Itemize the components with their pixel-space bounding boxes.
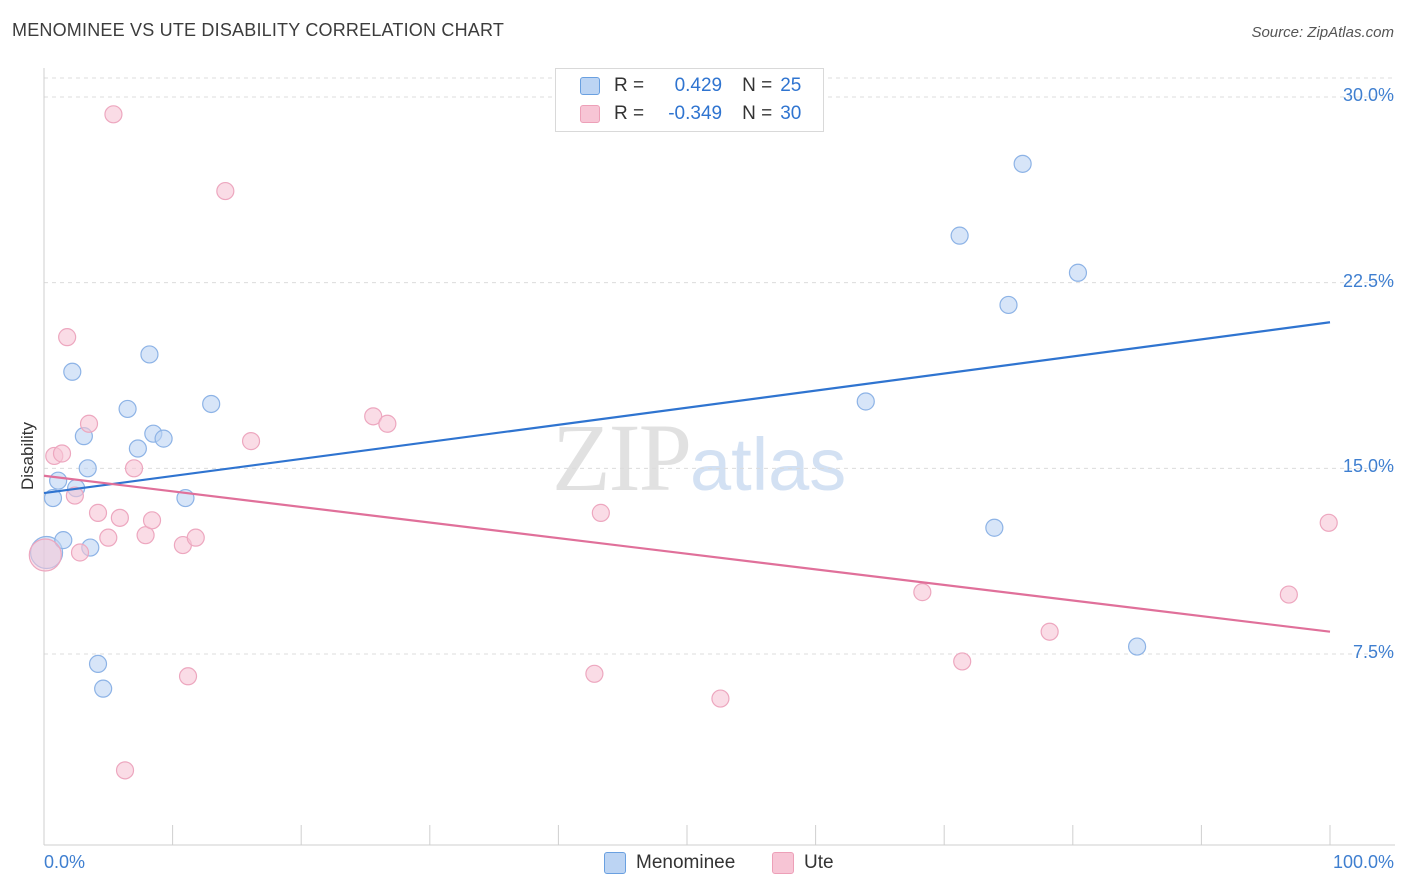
legend-n-value: 25 xyxy=(780,75,802,96)
ute-trend-line xyxy=(43,474,1331,633)
x-tick-label-max: 100.0% xyxy=(1332,852,1394,872)
ute-point xyxy=(953,652,972,671)
menominee-point xyxy=(1013,154,1032,173)
ute-point xyxy=(585,664,604,683)
menominee-point xyxy=(950,226,969,245)
bottom-legend-menominee: Menominee xyxy=(604,852,735,874)
legend-r-label: R = xyxy=(614,75,645,96)
menominee-point xyxy=(999,295,1018,315)
legend-row-menominee: R = 0.429 N = 25 xyxy=(580,73,801,99)
ute-point xyxy=(110,508,129,527)
legend-swatch-pink xyxy=(580,105,600,123)
menominee-point xyxy=(1068,263,1088,282)
ute-point xyxy=(216,181,235,201)
legend-r-label: R = xyxy=(614,103,645,124)
ute-point xyxy=(1279,585,1298,604)
menominee-point xyxy=(78,459,97,478)
ute-point xyxy=(711,689,730,708)
bottom-legend-swatch-pink xyxy=(772,852,794,874)
legend-r-value: 0.429 xyxy=(674,75,723,96)
legend-n-label: N = xyxy=(742,75,773,96)
ute-point xyxy=(52,444,72,463)
ute-point xyxy=(378,414,397,433)
y-tick-label: 22.5% xyxy=(1342,270,1394,291)
y-axis-title: Disability xyxy=(18,421,37,491)
ute-point xyxy=(241,432,261,451)
ute-point xyxy=(591,503,610,522)
zipatlas-watermark: ZIPatlas xyxy=(552,402,846,513)
menominee-point xyxy=(856,392,875,411)
menominee-point xyxy=(49,471,68,490)
watermark-atlas: atlas xyxy=(690,423,847,506)
y-tick-label: 30.0% xyxy=(1342,85,1394,105)
menominee-point xyxy=(43,488,63,508)
menominee-point xyxy=(118,399,137,419)
ute-point xyxy=(1040,622,1059,641)
menominee-trend-line xyxy=(43,321,1331,495)
legend-row-ute: R = -0.349 N = 30 xyxy=(580,101,801,127)
legend-swatch-blue xyxy=(580,77,600,95)
y-tick-label: 7.5% xyxy=(1352,642,1394,662)
menominee-point xyxy=(88,654,108,674)
ute-point xyxy=(913,583,932,602)
menominee-point xyxy=(63,362,82,381)
y-tick-label: 15.0% xyxy=(1342,456,1394,477)
legend-n-label: N = xyxy=(742,103,773,124)
ute-point xyxy=(28,538,62,572)
ute-point xyxy=(99,528,118,547)
x-tick-label-min: 0.0% xyxy=(44,852,86,872)
menominee-point xyxy=(1127,637,1147,656)
legend-r-value: -0.349 xyxy=(668,103,723,124)
ute-point xyxy=(1319,513,1338,532)
bottom-legend-swatch-blue xyxy=(604,852,626,874)
bottom-legend-ute: Ute xyxy=(772,852,834,874)
menominee-point xyxy=(202,394,221,414)
ute-point xyxy=(142,511,162,530)
ute-point xyxy=(104,105,123,124)
ute-point xyxy=(58,328,77,347)
chart-title: MENOMINEE VS UTE DISABILITY CORRELATION … xyxy=(12,20,505,40)
menominee-point xyxy=(128,439,147,458)
ute-point xyxy=(88,503,108,522)
bottom-legend-label: Menominee xyxy=(636,852,736,873)
source-label: Source: ZipAtlas.com xyxy=(1251,24,1394,41)
legend-n-value: 30 xyxy=(780,103,802,124)
menominee-point xyxy=(985,518,1004,537)
ute-point xyxy=(186,528,205,547)
ute-point xyxy=(65,486,84,505)
ute-point xyxy=(70,543,90,562)
bottom-legend-label: Ute xyxy=(804,852,834,873)
ute-point xyxy=(79,414,99,433)
ute-point xyxy=(364,407,383,426)
menominee-point xyxy=(94,679,113,698)
ute-point xyxy=(178,667,198,686)
menominee-point xyxy=(140,345,159,364)
correlation-legend: R = 0.429 N = 25 R = -0.349 N = 30 xyxy=(555,68,824,132)
menominee-point xyxy=(154,429,173,448)
ute-point xyxy=(124,459,144,478)
ute-point xyxy=(115,761,135,780)
menominee-point xyxy=(54,531,73,550)
